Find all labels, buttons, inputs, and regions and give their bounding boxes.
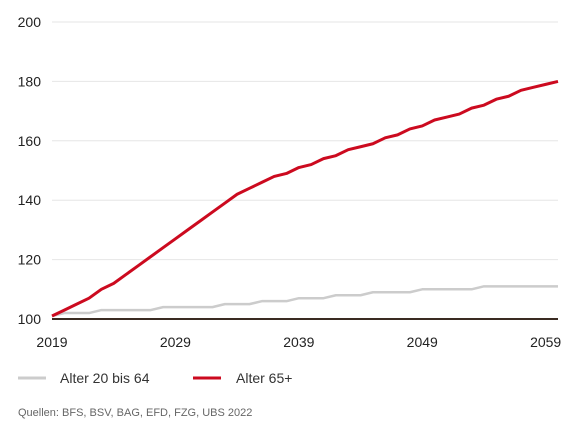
y-tick-label: 200 xyxy=(18,14,42,30)
source-note: Quellen: BFS, BSV, BAG, EFD, FZG, UBS 20… xyxy=(18,407,252,419)
legend-label-series-2: Alter 65+ xyxy=(236,370,292,386)
series-line-1 xyxy=(51,285,558,318)
x-axis-ticks: 2019 2029 2039 2049 2059 xyxy=(36,334,561,350)
x-tick-label: 2029 xyxy=(160,334,191,350)
y-axis-ticks: 100 120 140 160 180 200 xyxy=(18,14,42,327)
x-tick-label: 2019 xyxy=(36,334,67,350)
y-tick-label: 120 xyxy=(18,252,42,268)
y-tick-label: 180 xyxy=(18,73,42,89)
legend: Alter 20 bis 64 Alter 65+ xyxy=(18,370,292,386)
gridlines xyxy=(52,21,558,261)
y-tick-label: 160 xyxy=(18,133,42,149)
series-line-2 xyxy=(51,79,559,318)
x-tick-label: 2059 xyxy=(530,334,561,350)
y-tick-label: 100 xyxy=(18,311,42,327)
x-tick-label: 2039 xyxy=(283,334,314,350)
legend-label-series-1: Alter 20 bis 64 xyxy=(60,370,150,386)
series-lines xyxy=(51,79,559,318)
x-tick-label: 2049 xyxy=(407,334,438,350)
y-tick-label: 140 xyxy=(18,192,42,208)
